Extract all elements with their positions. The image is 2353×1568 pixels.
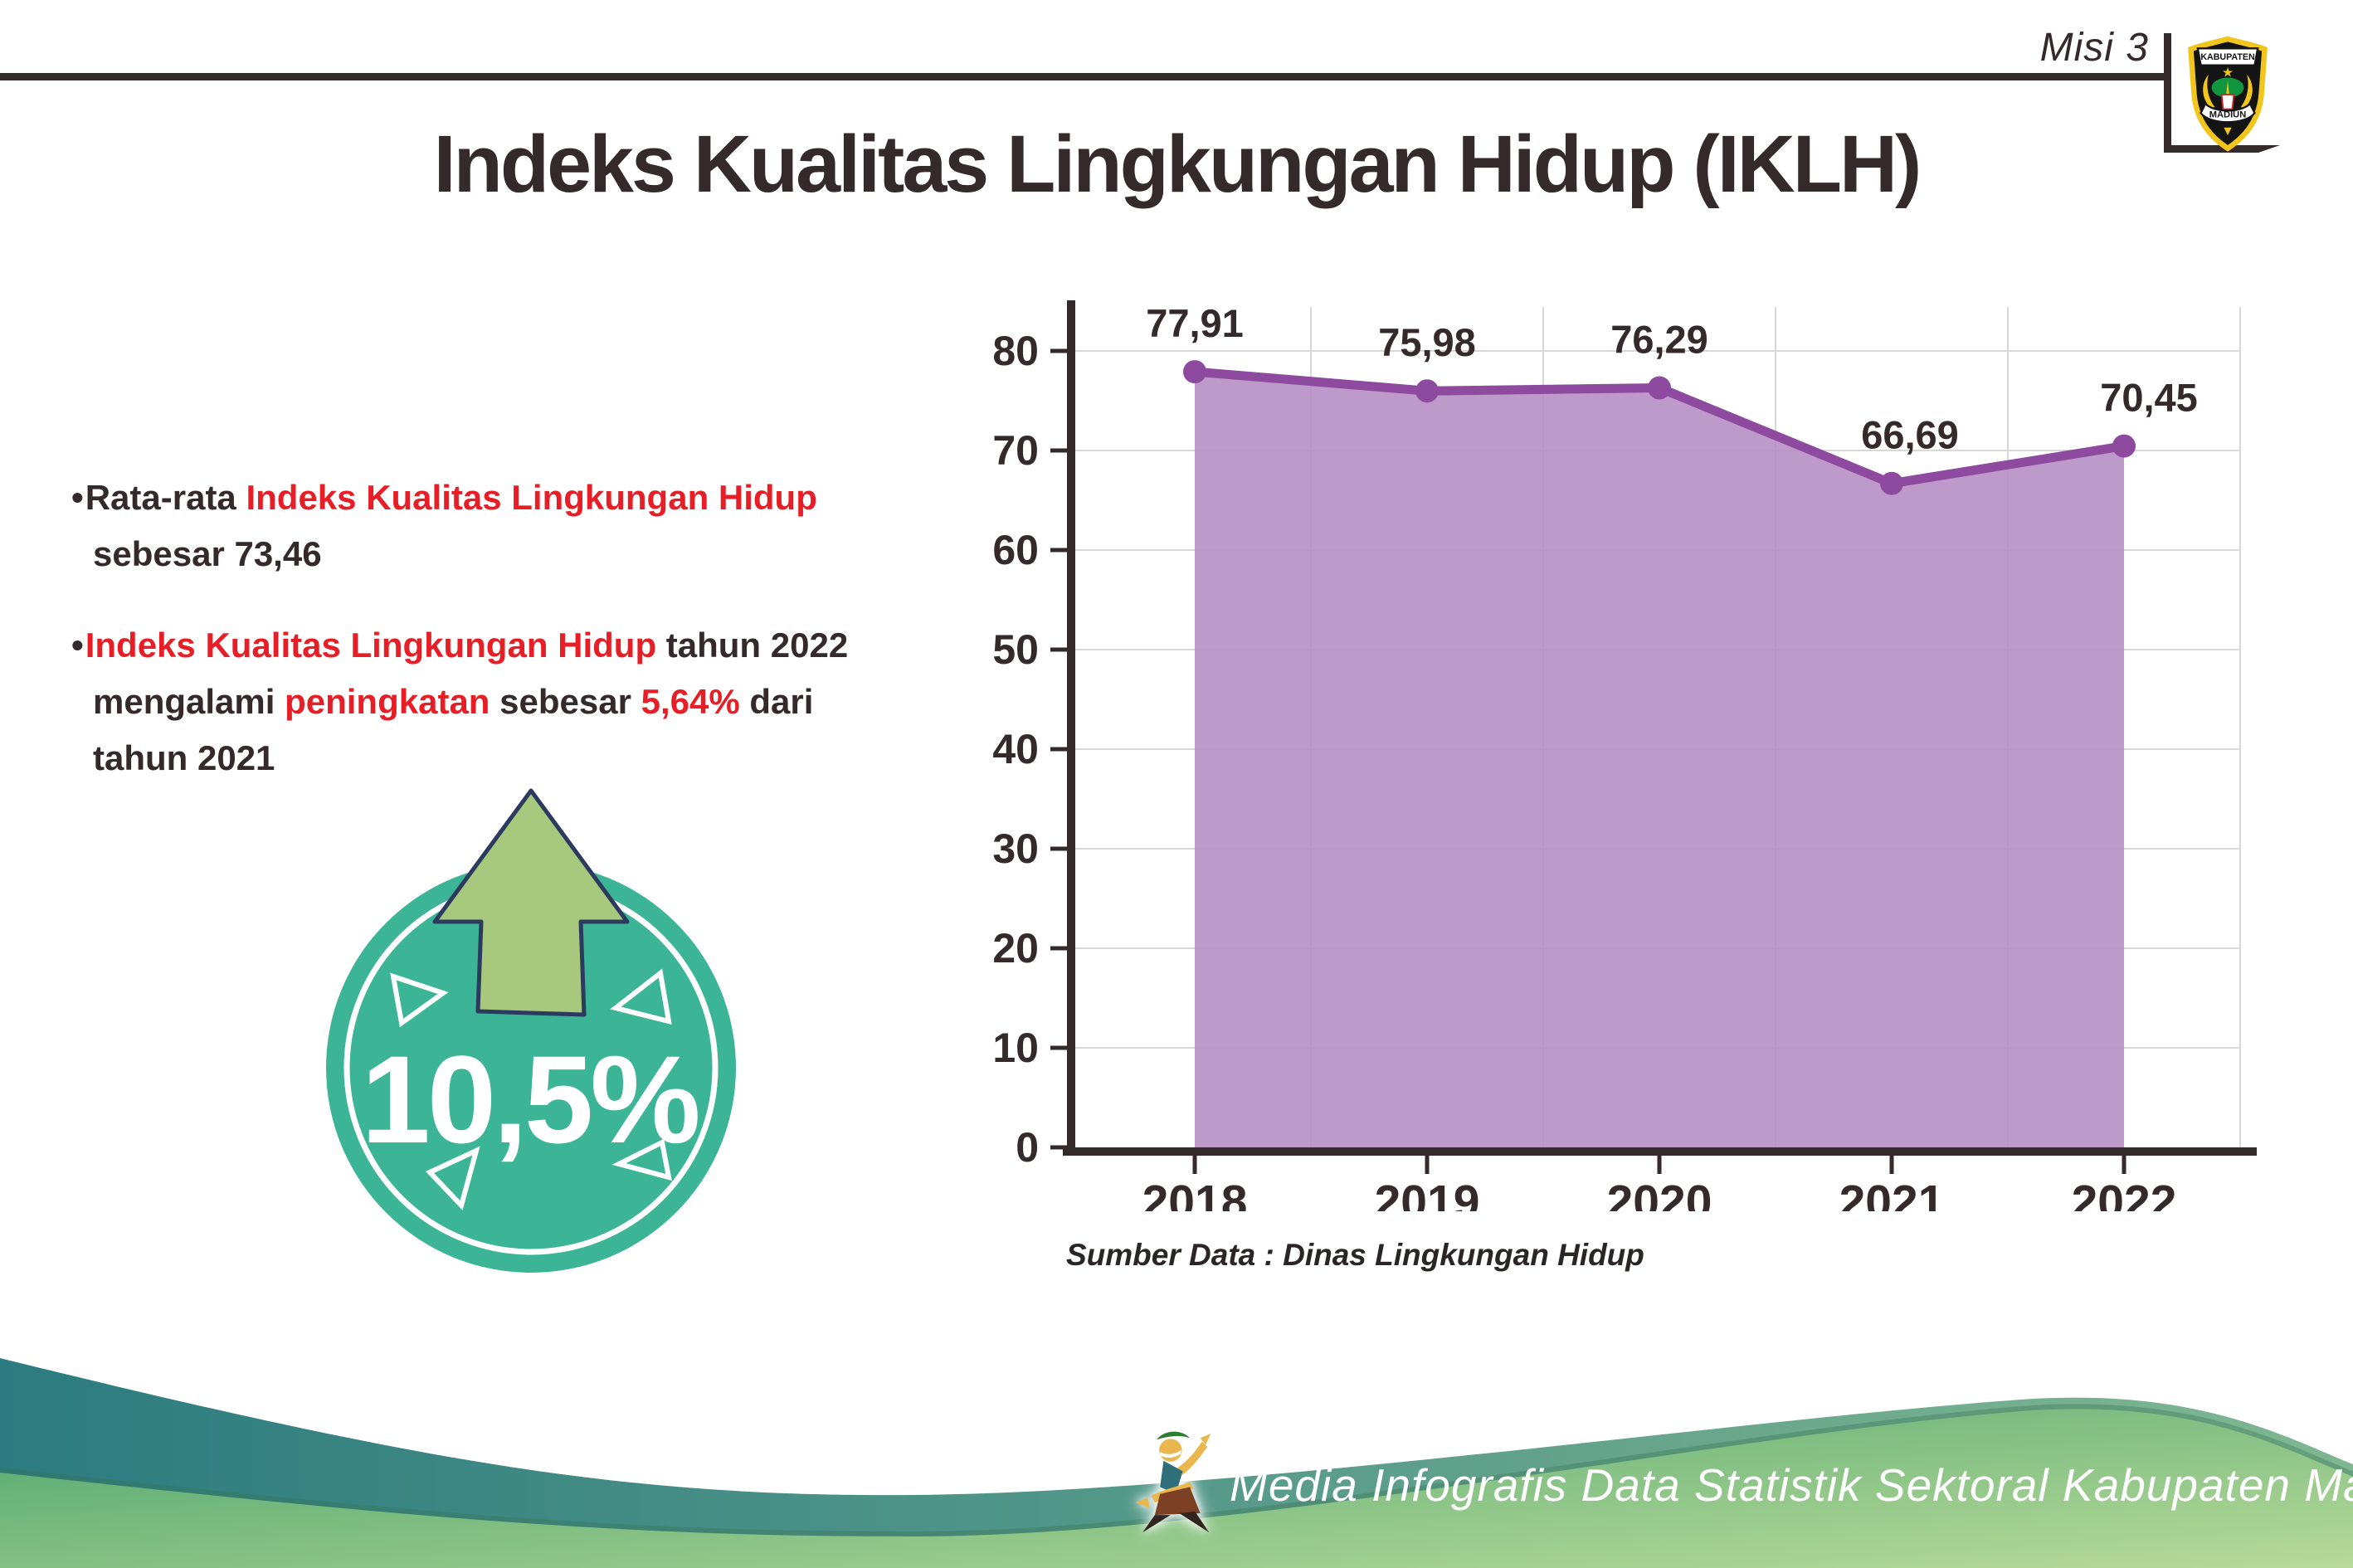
bullet-text-segment: peningkatan [285,682,490,722]
y-tick-label: 20 [992,925,1039,971]
bullet-text-segment: mengalami [93,682,285,722]
y-tick-label: 50 [992,626,1039,673]
bullet-text-segment: sebesar 73,46 [93,534,322,574]
y-tick-label: 70 [992,427,1039,474]
y-axis-line [1067,300,1075,1156]
logo-banner-top [2196,47,2259,66]
increase-badge: 10,5% [326,788,736,1273]
x-tick-label: 2020 [1607,1176,1712,1211]
bullet-text-segment: tahun 2022 [656,626,849,665]
page-title: Indeks Kualitas Lingkungan Hidup (IKLH) [433,119,1922,209]
area-fill [1195,372,2124,1147]
bullet-text-segment: dari [739,682,814,722]
badge-triangle-se [611,1138,672,1181]
source-note: Sumber Data : Dinas Lingkungan Hidup [1066,1238,1644,1272]
y-tick-label: 60 [992,527,1039,573]
logo-wing-left [2203,74,2215,109]
x-tick-label: 2018 [1142,1176,1248,1211]
bullet-line: mengalami peningkatan sebesar 5,64% dari [71,674,884,730]
footer-wave-decoration [0,1358,2353,1568]
data-point-marker [1648,376,1671,400]
y-tick-label: 40 [992,726,1039,772]
data-point-label: 76,29 [1610,318,1708,362]
bullet-line: sebesar 73,46 [71,526,884,582]
header-rule [0,73,2167,80]
badge-triangle-ne [610,968,672,1025]
logo-banner-bottom [2200,102,2256,124]
kabupaten-madiun-logo: KABUPATEN ★ MADIUN [2188,36,2268,152]
x-tick-label: 2019 [1375,1176,1480,1211]
x-tick-label: 2021 [1839,1176,1945,1211]
data-point-label: 70,45 [2100,376,2198,420]
up-arrow-icon [432,788,630,1017]
badge-triangle-sw [425,1146,480,1210]
bullet-text-segment: 5,64% [641,682,740,722]
badge-triangle-nw [390,972,449,1028]
logo-banner-bottom-text: MADIUN [2209,110,2246,120]
data-point-marker [1415,379,1439,403]
data-point-label: 77,91 [1146,301,1244,345]
bullet-text-segment: Indeks Kualitas Lingkungan Hidup [85,626,657,665]
bullet-text-segment: Indeks Kualitas Lingkungan Hidup [246,478,817,517]
iklh-area-chart: 0 10 20 30 40 50 60 70 80 2018 2019 2020 2021 2022 77,… [992,300,2257,1211]
data-point-marker [1880,471,1903,495]
x-axis-line [1063,1147,2257,1156]
y-tick-label: 80 [992,328,1039,374]
bullet-dot: • [71,626,84,665]
x-tick-label: 2022 [2072,1176,2177,1211]
misi-label: Misi 3 [2039,26,2149,70]
bullet-line: •Rata-rata Indeks Kualitas Lingkungan Hi… [71,470,884,526]
logo-frame-horizontal [2164,145,2280,153]
key-findings-list: •Rata-rata Indeks Kualitas Lingkungan Hi… [71,470,884,821]
bullet-dot: • [71,478,84,517]
dancer-mascot-icon [1135,1431,1211,1533]
data-point-label: 66,69 [1861,413,1959,457]
bullet-item: •Rata-rata Indeks Kualitas Lingkungan Hi… [71,470,884,582]
bullet-text-segment: tahun 2021 [93,738,275,778]
bullet-line: •Indeks Kualitas Lingkungan Hidup tahun … [71,617,884,674]
logo-tip-ornament [2224,127,2232,136]
logo-banner-top-text: KABUPATEN [2200,52,2254,62]
y-tick-label: 0 [1016,1124,1039,1171]
bullet-text-segment: sebesar [490,682,641,722]
y-tick-label: 30 [992,825,1039,872]
data-point-label: 75,98 [1378,320,1476,364]
data-point-marker [1183,360,1206,384]
logo-frame-vertical [2164,33,2171,153]
wave-green [0,1409,2353,1568]
data-point-marker [2112,434,2136,458]
y-tick-label: 10 [992,1025,1039,1071]
logo-center-shield [2220,94,2235,110]
badge-value: 10,5% [361,1030,698,1169]
logo-star-icon: ★ [2222,66,2234,80]
footer-caption: Media Infografis Data Statistik Sektoral… [1230,1459,2353,1511]
bullet-line: tahun 2021 [71,730,884,786]
logo-wing-right [2240,74,2253,109]
bullet-item: •Indeks Kualitas Lingkungan Hidup tahun … [71,617,884,786]
bullet-text-segment: Rata-rata [85,478,246,517]
